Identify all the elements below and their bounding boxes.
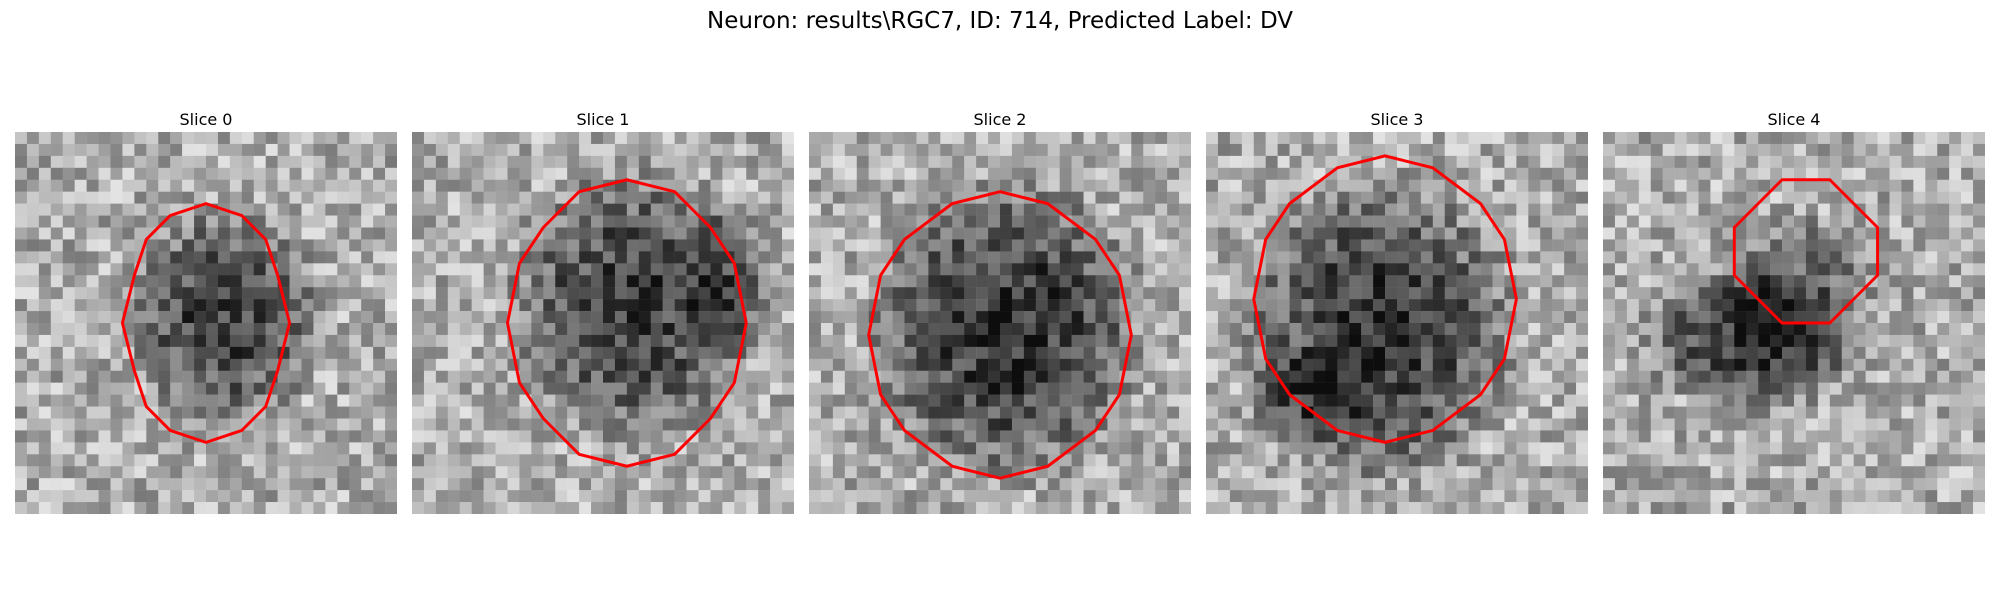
roi-contour [120,202,292,444]
roi-contour [867,190,1133,480]
slice-title-4: Slice 4 [1767,110,1821,129]
slice-title-2: Slice 2 [973,110,1027,129]
roi-contour [1732,178,1880,325]
roi-contour [1252,154,1518,444]
slice-image-1 [412,132,794,514]
slice-panel-1: Slice 1 [412,108,794,514]
roi-contour [506,178,748,468]
slice-image-0 [15,132,397,514]
slice-panel-2: Slice 2 [809,108,1191,514]
slice-title-3: Slice 3 [1370,110,1424,129]
slice-title-1: Slice 1 [576,110,630,129]
slice-panel-0: Slice 0 [15,108,397,514]
figure-title: Neuron: results\RGC7, ID: 714, Predicted… [706,8,1294,34]
slice-panel-3: Slice 3 [1206,108,1588,514]
slice-image-2 [809,132,1191,514]
slice-image-4 [1603,132,1985,514]
slice-image-3 [1206,132,1588,514]
slice-panel-4: Slice 4 [1603,108,1985,514]
slice-title-0: Slice 0 [179,110,233,129]
